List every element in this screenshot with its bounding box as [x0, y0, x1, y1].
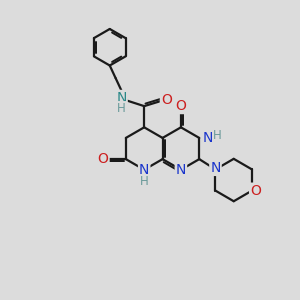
Text: O: O	[98, 152, 109, 166]
Text: N: N	[116, 91, 127, 105]
Text: H: H	[117, 102, 126, 115]
Text: N: N	[202, 131, 213, 145]
Text: N: N	[176, 163, 186, 177]
Text: N: N	[139, 163, 149, 177]
Text: H: H	[140, 175, 148, 188]
Text: O: O	[161, 93, 172, 107]
Text: N: N	[210, 161, 221, 175]
Text: H: H	[213, 129, 222, 142]
Text: O: O	[250, 184, 261, 198]
Text: O: O	[176, 99, 186, 113]
